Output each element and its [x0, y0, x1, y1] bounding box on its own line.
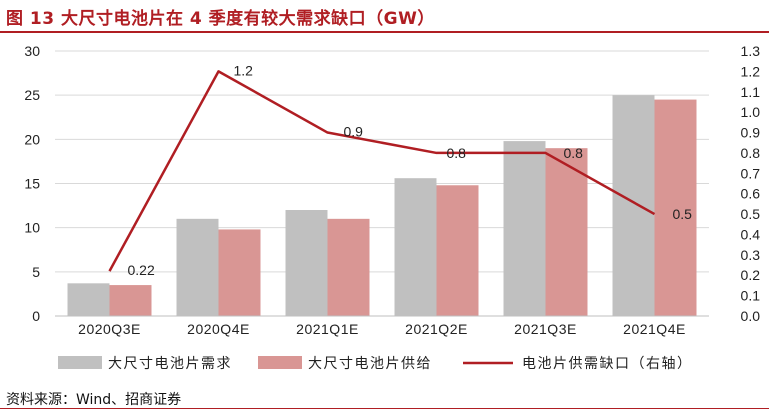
bars	[67, 95, 697, 317]
category-label: 2021Q3E	[514, 321, 577, 337]
legend: 大尺寸电池片需求 大尺寸电池片供给 电池片供需缺口（右轴）	[58, 356, 693, 372]
supply-bar	[218, 229, 261, 316]
right-axis-tick-label: 1.1	[741, 84, 761, 100]
right-axis-tick-label: 0.0	[741, 308, 761, 324]
legend-swatch	[58, 356, 102, 369]
demand-bar	[67, 283, 110, 316]
gap-data-label: 0.8	[564, 145, 584, 161]
supply-bar	[436, 185, 479, 316]
demand-bar	[503, 141, 546, 316]
left-axis-tick-label: 10	[24, 220, 40, 236]
left-axis-tick-label: 0	[32, 308, 40, 324]
demand-bar	[394, 178, 437, 316]
right-axis-tick-label: 0.1	[741, 288, 761, 304]
gridlines	[55, 50, 709, 273]
right-axis-tick-label: 0.9	[741, 125, 761, 141]
right-axis-tick-label: 0.4	[741, 226, 761, 242]
category-label: 2021Q1E	[296, 321, 359, 337]
category-label: 2020Q3E	[78, 321, 141, 337]
right-axis-tick-label: 0.5	[741, 206, 761, 222]
left-axis-tick-label: 15	[24, 176, 40, 192]
demand-bar	[612, 95, 655, 317]
gap-line-path	[108, 70, 656, 272]
gap-line: 0.22 1.2 0.9 0.8 0.8 0.5	[108, 62, 693, 278]
right-axis-tick-label: 1.0	[741, 104, 761, 120]
gap-data-label: 0.8	[447, 145, 467, 161]
supply-bar	[545, 148, 588, 316]
supply-bar	[654, 99, 697, 316]
category-label: 2021Q4E	[623, 321, 686, 337]
legend-label: 电池片供需缺口（右轴）	[522, 356, 693, 372]
axes: 0510152025300.00.10.20.30.40.50.60.70.80…	[24, 43, 760, 337]
supply-bar	[327, 218, 370, 316]
right-axis-tick-label: 1.2	[741, 63, 761, 79]
legend-label: 大尺寸电池片供给	[308, 356, 432, 372]
gap-data-label: 0.9	[344, 124, 364, 140]
title-divider	[0, 31, 769, 33]
left-axis-tick-label: 5	[32, 264, 40, 280]
demand-bar	[176, 218, 219, 316]
right-axis-tick-label: 0.3	[741, 247, 761, 263]
right-axis-tick-label: 0.8	[741, 145, 761, 161]
gap-data-label: 0.22	[128, 262, 155, 278]
chart: 0.22 1.2 0.9 0.8 0.8 0.5 0 5 10 15 20 25 30 0.0 0.1 0.…	[24, 43, 760, 372]
right-axis-tick-label: 1.3	[741, 43, 761, 59]
category-label: 2021Q2E	[405, 321, 468, 337]
legend-swatch	[258, 356, 302, 369]
left-axis-tick-label: 20	[24, 131, 40, 147]
left-axis-tick-label: 30	[24, 43, 40, 59]
bottom-divider	[0, 408, 769, 409]
right-axis-tick-label: 0.6	[741, 186, 761, 202]
chart-title: 图 13 大尺寸电池片在 4 季度有较大需求缺口（GW）	[6, 9, 435, 29]
gap-data-label: 0.5	[673, 206, 693, 222]
supply-bar	[109, 285, 152, 316]
right-axis-tick-label: 0.2	[741, 267, 761, 283]
demand-bar	[285, 210, 328, 316]
left-axis-tick-label: 25	[24, 87, 40, 103]
right-axis-tick-label: 0.7	[741, 165, 761, 181]
category-label: 2020Q4E	[187, 321, 250, 337]
source-note: 资料来源：Wind、招商证券	[6, 392, 182, 408]
gap-data-label: 1.2	[234, 62, 254, 78]
legend-label: 大尺寸电池片需求	[108, 356, 232, 372]
